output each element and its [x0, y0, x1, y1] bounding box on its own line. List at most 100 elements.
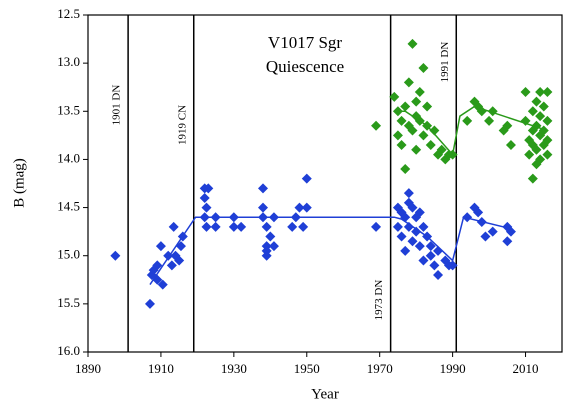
data-point [447, 260, 458, 271]
data-point [403, 77, 414, 88]
x-tick-label: 1950 [294, 361, 320, 376]
data-point [418, 255, 429, 266]
data-point [396, 139, 407, 150]
data-point [484, 115, 495, 126]
data-point [429, 125, 440, 136]
chart-subtitle: Quiescence [266, 57, 344, 76]
y-tick-label: 15.0 [57, 247, 80, 262]
event-label: 1991 DN [439, 42, 451, 83]
data-point [265, 231, 276, 242]
data-point [542, 115, 553, 126]
data-point [389, 91, 400, 102]
data-point [287, 221, 298, 232]
data-point [433, 269, 444, 280]
data-point [175, 241, 186, 252]
data-point [429, 260, 440, 271]
data-point [201, 221, 212, 232]
data-point [210, 221, 221, 232]
data-point [473, 207, 484, 218]
data-point [418, 130, 429, 141]
data-point [174, 255, 185, 266]
data-point [505, 139, 516, 150]
data-point [531, 96, 542, 107]
y-tick-label: 14.0 [57, 150, 80, 165]
x-tick-label: 1970 [367, 361, 393, 376]
data-point [261, 221, 272, 232]
x-tick-label: 1890 [75, 361, 101, 376]
trend-line [394, 105, 548, 157]
data-point [480, 231, 491, 242]
trend-line [149, 216, 512, 286]
event-label: 1973 DN [373, 280, 385, 321]
data-point [487, 226, 498, 237]
data-point [414, 87, 425, 98]
data-point [542, 135, 553, 146]
data-point [422, 101, 433, 112]
data-point [414, 207, 425, 218]
data-point [538, 101, 549, 112]
data-point [425, 139, 436, 150]
plot-frame [87, 14, 563, 353]
data-point [110, 250, 121, 261]
data-point [407, 38, 418, 49]
data-point [411, 144, 422, 155]
data-point [524, 149, 535, 160]
y-tick-label: 12.5 [57, 6, 80, 21]
chart-title: V1017 Sgr [268, 33, 342, 52]
data-point [166, 260, 177, 271]
data-point [462, 212, 473, 223]
data-point [371, 120, 382, 131]
data-point [407, 202, 418, 213]
data-point [436, 144, 447, 155]
data-point [403, 188, 414, 199]
data-point [155, 241, 166, 252]
data-point [411, 226, 422, 237]
data-point [236, 221, 247, 232]
data-point [301, 202, 312, 213]
data-point [157, 279, 168, 290]
data-point [527, 139, 538, 150]
data-point [527, 106, 538, 117]
data-point [258, 202, 269, 213]
data-point [168, 221, 179, 232]
data-point [542, 87, 553, 98]
data-point [294, 202, 305, 213]
y-axis-label: B (mag) [11, 158, 27, 208]
y-tick-label: 16.0 [57, 343, 80, 358]
data-point [414, 241, 425, 252]
data-point [392, 130, 403, 141]
data-point [502, 236, 513, 247]
y-tick-label: 13.5 [57, 102, 80, 117]
x-tick-label: 1910 [148, 361, 174, 376]
data-point [396, 231, 407, 242]
data-point [403, 221, 414, 232]
data-point [531, 120, 542, 131]
data-point [392, 221, 403, 232]
data-point [199, 192, 210, 203]
data-point [535, 87, 546, 98]
data-point [144, 298, 155, 309]
data-point [170, 250, 181, 261]
x-tick-label: 1990 [440, 361, 466, 376]
data-point [400, 101, 411, 112]
data-point [418, 62, 429, 73]
data-point [462, 115, 473, 126]
y-tick-label: 15.5 [57, 295, 80, 310]
data-point [425, 241, 436, 252]
data-point [400, 245, 411, 256]
data-point [407, 125, 418, 136]
data-point [531, 159, 542, 170]
data-point [505, 226, 516, 237]
data-point [258, 183, 269, 194]
data-point [520, 87, 531, 98]
data-point [371, 221, 382, 232]
data-point [396, 115, 407, 126]
data-point [418, 221, 429, 232]
data-point [400, 164, 411, 175]
data-point [407, 236, 418, 247]
data-point [535, 111, 546, 122]
data-point [527, 173, 538, 184]
x-tick-label: 1930 [221, 361, 247, 376]
data-point [201, 202, 212, 213]
event-label: 1901 DN [111, 85, 123, 126]
